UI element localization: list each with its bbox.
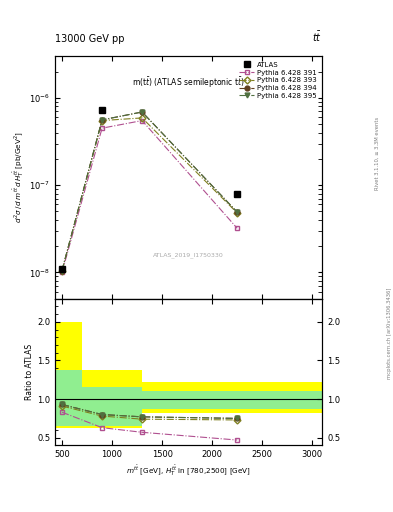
X-axis label: $m^{t\bar{t}}$ [GeV], $H_T^{t\bar{t}}$ in [780,2500] [GeV]: $m^{t\bar{t}}$ [GeV], $H_T^{t\bar{t}}$ i… (126, 463, 251, 478)
Polygon shape (55, 370, 322, 426)
Legend: ATLAS, Pythia 6.428 391, Pythia 6.428 393, Pythia 6.428 394, Pythia 6.428 395: ATLAS, Pythia 6.428 391, Pythia 6.428 39… (237, 60, 319, 101)
Text: 13000 GeV pp: 13000 GeV pp (55, 33, 125, 44)
Text: m(t$\bar{t}$) (ATLAS semileptonic t$\bar{t}$): m(t$\bar{t}$) (ATLAS semileptonic t$\bar… (132, 76, 245, 91)
Text: ATLAS_2019_I1750330: ATLAS_2019_I1750330 (153, 252, 224, 258)
Polygon shape (55, 322, 322, 429)
Y-axis label: Ratio to ATLAS: Ratio to ATLAS (25, 344, 34, 400)
Text: mcplots.cern.ch [arXiv:1306.3436]: mcplots.cern.ch [arXiv:1306.3436] (387, 287, 391, 378)
Text: Rivet 3.1.10, ≥ 3.3M events: Rivet 3.1.10, ≥ 3.3M events (375, 117, 380, 190)
Text: $t\bar{t}$: $t\bar{t}$ (312, 30, 322, 44)
Y-axis label: $d^2\sigma\,/\,d\,m^{t\bar{t}}\,d\,H_T^{t\bar{t}}$ [pb/GeV$^2$]: $d^2\sigma\,/\,d\,m^{t\bar{t}}\,d\,H_T^{… (12, 132, 26, 223)
